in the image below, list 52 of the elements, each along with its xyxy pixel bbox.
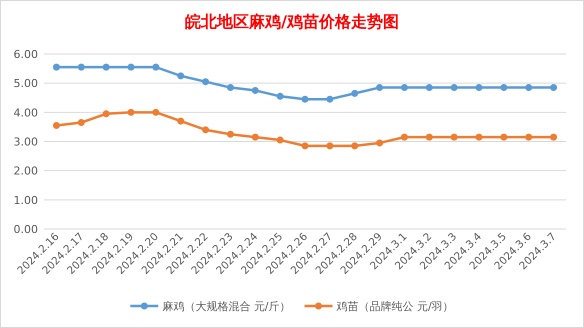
point xyxy=(52,122,60,129)
point xyxy=(276,92,284,100)
point xyxy=(426,84,433,92)
point xyxy=(450,84,458,92)
y-tick-label: 3.00 xyxy=(14,136,38,148)
point xyxy=(252,86,259,94)
point xyxy=(376,84,384,92)
point xyxy=(302,142,308,150)
point xyxy=(525,134,532,141)
point xyxy=(226,84,234,92)
point xyxy=(400,134,408,141)
point xyxy=(128,64,134,71)
point xyxy=(252,134,259,141)
y-tick-label: 2.00 xyxy=(14,164,38,178)
point xyxy=(500,134,508,141)
y-tick-label: 1.00 xyxy=(14,194,38,207)
point xyxy=(52,64,60,71)
point xyxy=(202,78,210,86)
point xyxy=(476,84,482,92)
point xyxy=(450,134,458,141)
point xyxy=(326,142,334,150)
point xyxy=(102,110,110,118)
point xyxy=(177,118,184,125)
point xyxy=(152,108,160,116)
y-tick-label: 6.00 xyxy=(14,48,38,61)
point xyxy=(226,130,234,138)
point xyxy=(202,126,210,134)
point xyxy=(351,142,358,150)
chart-title: 皖北地区麻鸡/鸡苗价格走势图 xyxy=(185,12,399,31)
point xyxy=(500,84,508,92)
point xyxy=(102,64,110,71)
point xyxy=(400,84,408,92)
point xyxy=(78,64,85,71)
legend-label: 鸡苗（品牌纯公 元/羽） xyxy=(336,300,454,313)
legend-label: 麻鸡（大规格混合 元/斤） xyxy=(162,300,290,313)
point xyxy=(550,134,558,141)
point xyxy=(276,136,284,144)
point xyxy=(525,84,532,92)
point xyxy=(128,108,134,116)
point xyxy=(152,64,160,71)
point xyxy=(550,84,558,92)
point xyxy=(476,134,482,141)
point xyxy=(302,96,308,103)
point xyxy=(177,72,184,80)
point xyxy=(351,90,358,97)
point xyxy=(376,139,384,146)
y-tick-label: 5.00 xyxy=(14,77,38,90)
y-tick-label: 0.00 xyxy=(14,223,38,236)
y-tick-label: 4.00 xyxy=(14,106,38,120)
point xyxy=(78,119,85,126)
point xyxy=(326,96,334,103)
point xyxy=(426,134,433,141)
